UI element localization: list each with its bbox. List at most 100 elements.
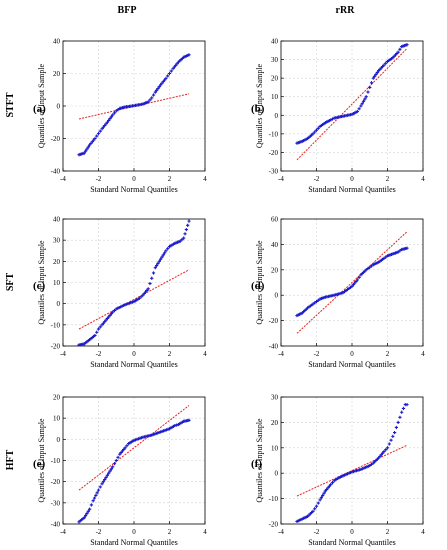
qq-point xyxy=(82,516,86,520)
qq-point xyxy=(391,434,395,438)
qq-point xyxy=(314,504,319,508)
qq-point xyxy=(332,479,336,483)
x-axis-label: Standard Normal Quantiles xyxy=(90,360,178,369)
qq-point xyxy=(153,90,157,94)
qq-point xyxy=(156,261,160,266)
qq-point xyxy=(322,491,326,495)
y-tick-label: 0 xyxy=(57,436,61,444)
qq-point xyxy=(101,480,105,484)
panel-label: (f) xyxy=(251,458,262,470)
qq-point xyxy=(355,278,359,282)
qq-points xyxy=(77,418,191,524)
qq-point xyxy=(95,330,99,334)
y-tick-label: 40 xyxy=(53,38,61,46)
qq-point xyxy=(387,442,391,446)
y-tick-label: 10 xyxy=(53,279,61,287)
qq-point xyxy=(382,256,386,260)
qq-point xyxy=(164,249,168,253)
qq-point xyxy=(104,475,108,480)
qq-point xyxy=(172,65,176,69)
qq-point xyxy=(355,109,359,114)
qq-point xyxy=(111,310,115,314)
qq-point xyxy=(364,268,368,272)
qq-point xyxy=(398,47,402,51)
qq-point xyxy=(88,507,92,511)
y-axis-label: Quantiles of Input Sample xyxy=(255,240,264,325)
qq-point xyxy=(384,448,388,452)
qq-point xyxy=(155,263,159,268)
x-tick-label: -2 xyxy=(96,528,102,536)
qq-point xyxy=(163,251,167,255)
y-tick-label: 20 xyxy=(53,258,61,266)
qq-point xyxy=(112,111,117,115)
qq-point xyxy=(155,88,159,92)
qq-point xyxy=(393,430,397,435)
x-tick-label: -2 xyxy=(314,350,320,358)
y-tick-label: -30 xyxy=(51,499,61,507)
qq-point xyxy=(160,255,164,259)
qq-point xyxy=(156,86,160,91)
qq-point xyxy=(371,76,375,80)
qq-point xyxy=(96,327,101,331)
qq-point xyxy=(89,141,93,145)
qq-point xyxy=(357,275,361,280)
qq-point xyxy=(182,236,186,240)
reference-line xyxy=(78,269,190,330)
x-tick-label: 0 xyxy=(350,350,354,358)
y-tick-label: -20 xyxy=(51,135,61,143)
x-tick-label: 2 xyxy=(168,350,172,358)
x-tick-label: 0 xyxy=(132,528,136,536)
qq-point xyxy=(373,74,377,78)
y-tick-label: 10 xyxy=(53,415,61,423)
y-tick-label: -20 xyxy=(51,343,61,351)
x-tick-label: -4 xyxy=(278,350,284,358)
qq-point xyxy=(85,511,89,516)
qq-point xyxy=(389,438,393,442)
x-tick-label: 0 xyxy=(132,350,136,358)
qq-point xyxy=(146,287,150,291)
x-tick-label: 2 xyxy=(386,350,390,358)
qq-point xyxy=(161,253,165,257)
qq-point xyxy=(405,403,409,407)
panel-label: (e) xyxy=(33,458,46,470)
x-axis-label: Standard Normal Quantiles xyxy=(308,538,396,547)
qq-point xyxy=(183,232,187,236)
y-axis-label: Quantiles of Input Sample xyxy=(37,418,46,503)
qq-point xyxy=(313,130,317,134)
y-tick-label: 20 xyxy=(271,75,279,83)
y-axis-label: Quantiles of Input Sample xyxy=(255,418,264,503)
qq-point xyxy=(84,513,88,518)
qq-point xyxy=(157,259,161,263)
y-tick-label: 30 xyxy=(271,56,279,64)
qq-point xyxy=(84,149,88,153)
qq-point xyxy=(368,85,372,90)
y-tick-label: -10 xyxy=(51,321,61,329)
column-header-rrr: rRR xyxy=(336,5,356,16)
y-tick-label: 20 xyxy=(271,419,279,427)
qq-point xyxy=(114,458,118,463)
qq-point xyxy=(112,462,117,466)
qq-point xyxy=(396,250,400,254)
y-tick-label: 0 xyxy=(275,292,279,300)
qq-point xyxy=(169,69,173,73)
qq-point xyxy=(321,493,325,498)
qq-point xyxy=(396,50,400,54)
qq-point xyxy=(174,63,178,67)
qq-point xyxy=(148,98,152,102)
y-tick-label: 40 xyxy=(53,216,61,224)
qq-point xyxy=(360,102,364,106)
qq-point xyxy=(369,264,374,268)
qq-point xyxy=(366,90,370,94)
qq-point xyxy=(187,219,191,223)
panel-label: (c) xyxy=(33,280,46,292)
qq-point xyxy=(330,117,335,121)
y-tick-label: 10 xyxy=(271,444,279,452)
qq-point xyxy=(187,53,191,57)
x-tick-label: -4 xyxy=(60,350,66,358)
y-tick-label: 0 xyxy=(275,112,279,120)
qq-point xyxy=(163,78,167,82)
reference-line xyxy=(296,231,408,334)
qq-point xyxy=(103,477,107,482)
